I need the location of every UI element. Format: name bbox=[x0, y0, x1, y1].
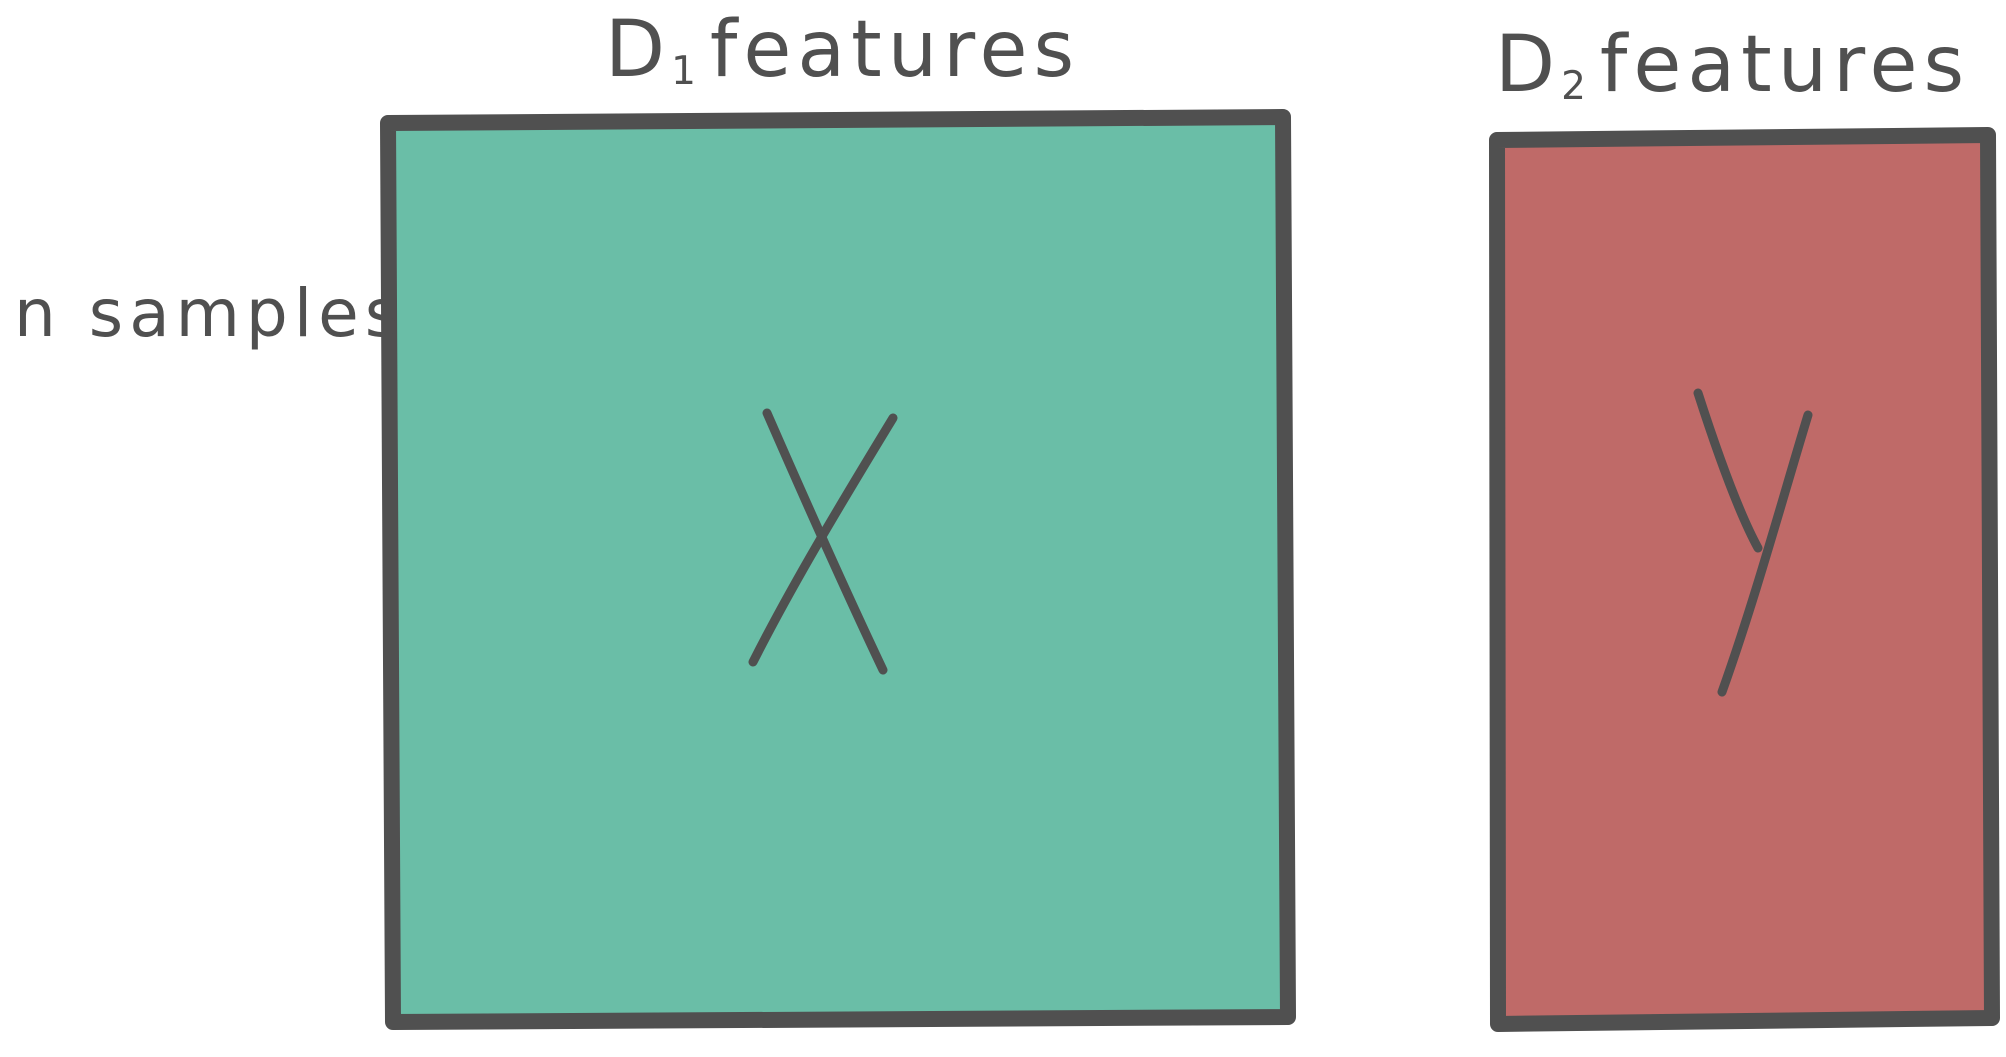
matrix-x bbox=[380, 109, 1296, 1030]
d1-features-word: features bbox=[709, 5, 1081, 95]
matrix-y-box bbox=[1489, 127, 2000, 1032]
d1-features-label: D1 features bbox=[605, 5, 1080, 95]
d2-features-label: D2 features bbox=[1495, 20, 1970, 110]
d2-features-word: features bbox=[1599, 20, 1971, 110]
matrix-x-letter bbox=[748, 408, 898, 675]
d2-symbol: D bbox=[1495, 20, 1562, 110]
d1-symbol: D bbox=[605, 5, 672, 95]
d1-subscript: 1 bbox=[671, 48, 696, 94]
n-samples-label: n samples bbox=[14, 275, 406, 352]
matrix-y-letter bbox=[1693, 388, 1813, 697]
matrix-y bbox=[1489, 127, 2000, 1032]
d2-subscript: 2 bbox=[1561, 63, 1586, 109]
